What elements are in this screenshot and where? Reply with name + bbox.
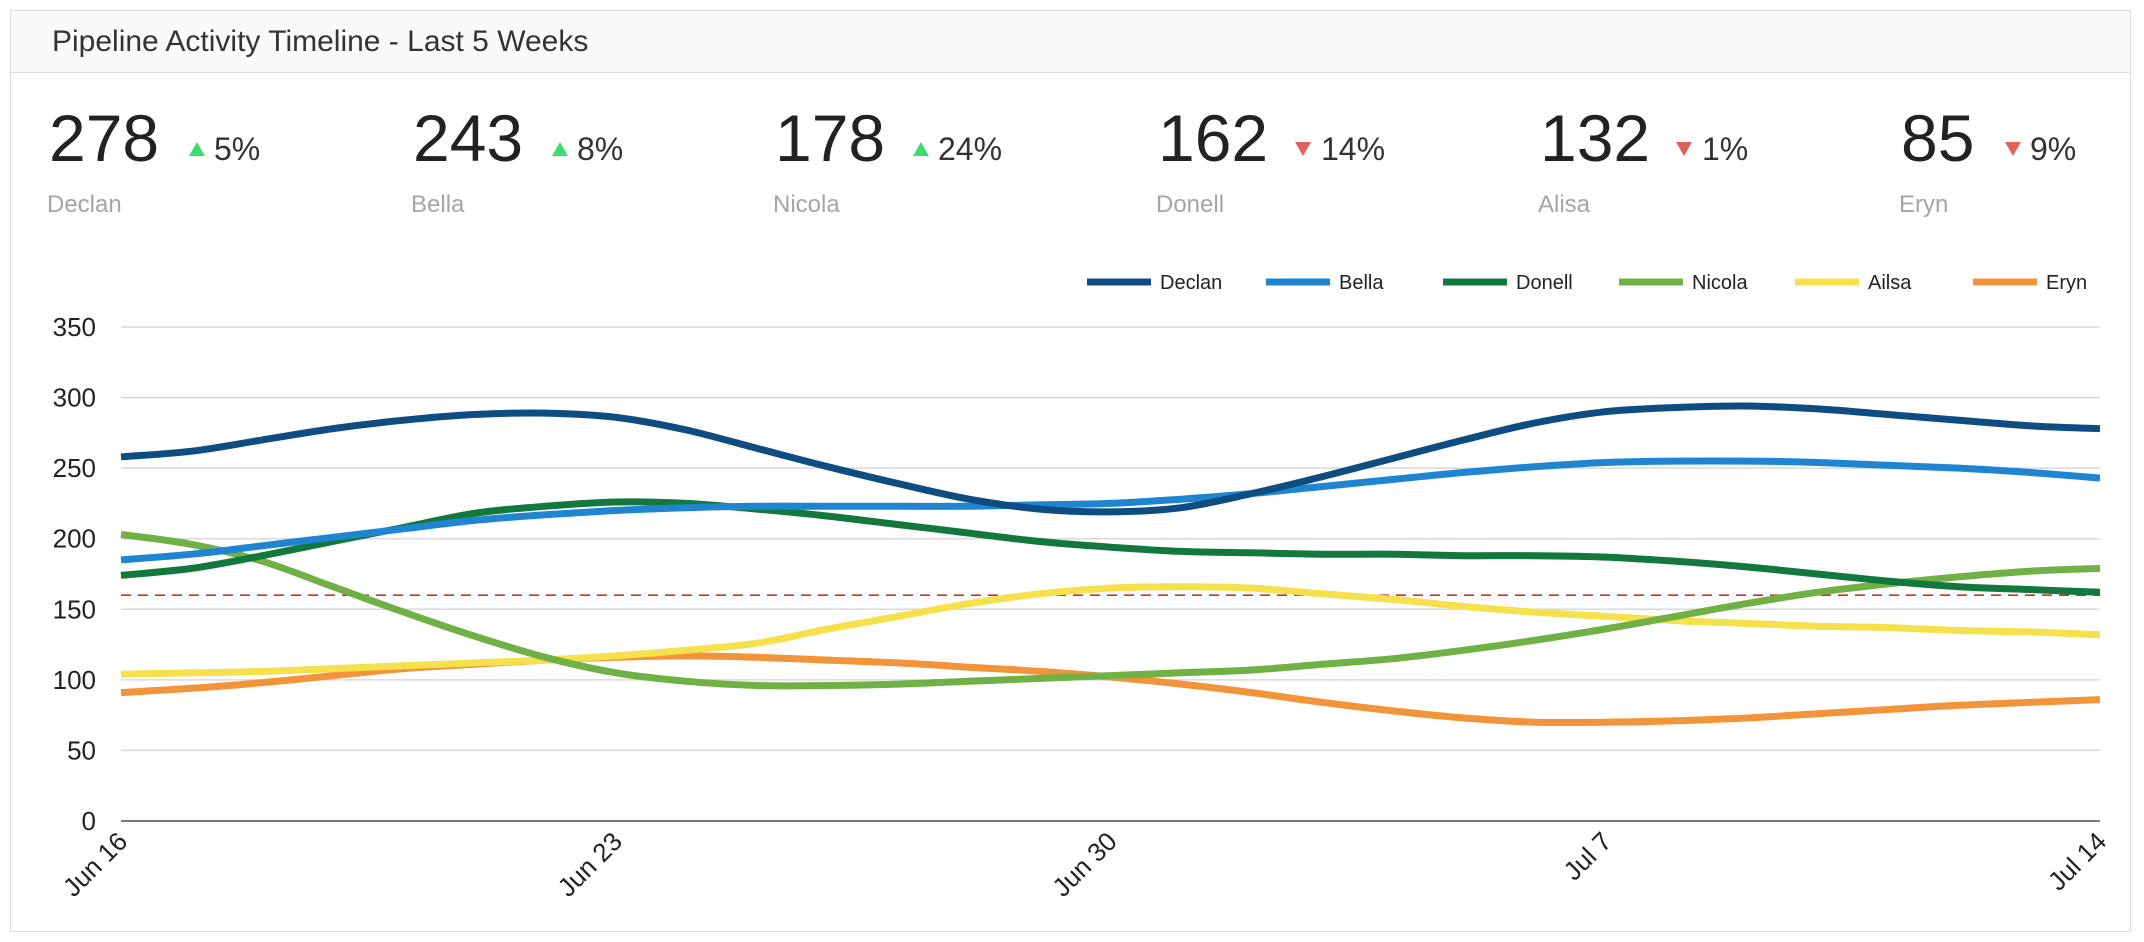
kpi-change: 5% xyxy=(214,131,261,167)
kpi-value: 132 xyxy=(1540,101,1651,175)
y-tick-label: 0 xyxy=(82,806,96,836)
kpi-change: 14% xyxy=(1321,131,1386,167)
x-tick-label: Jul 14 xyxy=(2042,826,2112,896)
series-line-ailsa xyxy=(120,583,2101,678)
kpi-value: 162 xyxy=(1158,101,1269,175)
y-tick-label: 100 xyxy=(53,665,96,695)
kpi-name: Eryn xyxy=(1899,191,1949,218)
series-line-declan xyxy=(120,402,2101,516)
kpi-value: 85 xyxy=(1901,101,1975,175)
trend-arrow-icon xyxy=(913,142,929,156)
y-tick-label: 50 xyxy=(67,735,96,765)
y-tick-label: 350 xyxy=(53,312,96,342)
trend-arrow-icon xyxy=(2005,142,2021,156)
legend-label: Eryn xyxy=(2046,272,2087,294)
kpi-name: Alisa xyxy=(1538,191,1591,218)
kpi-name: Bella xyxy=(411,191,465,218)
kpi-change: 8% xyxy=(577,131,624,167)
y-tick-label: 150 xyxy=(53,594,96,624)
legend-label: Ailsa xyxy=(1868,272,1912,294)
panel-title: Pipeline Activity Timeline - Last 5 Week… xyxy=(52,25,589,58)
y-tick-label: 200 xyxy=(53,524,96,554)
series-line-bella xyxy=(120,457,2101,564)
kpi-name: Donell xyxy=(1156,191,1225,218)
trend-arrow-icon xyxy=(552,142,568,156)
kpi-name: Declan xyxy=(47,191,122,218)
kpi-value: 178 xyxy=(775,101,886,175)
kpi-value: 278 xyxy=(49,101,160,175)
legend-label: Bella xyxy=(1339,272,1384,294)
chart-panel: Pipeline Activity Timeline - Last 5 Week… xyxy=(10,10,2131,932)
kpi-change: 24% xyxy=(938,131,1003,167)
kpi-value: 243 xyxy=(413,101,524,175)
series-line-donell xyxy=(120,498,2101,596)
trend-arrow-icon xyxy=(1676,142,1692,156)
legend-label: Donell xyxy=(1516,272,1573,294)
y-tick-label: 300 xyxy=(53,383,96,413)
kpi-name: Nicola xyxy=(773,191,840,218)
trend-arrow-icon xyxy=(189,142,205,156)
kpi-change: 1% xyxy=(1702,131,1749,167)
legend-label: Declan xyxy=(1160,272,1222,294)
legend-label: Nicola xyxy=(1692,272,1748,294)
x-tick-label: Jul 7 xyxy=(1557,826,1617,886)
trend-arrow-icon xyxy=(1295,142,1311,156)
x-tick-label: Jun 30 xyxy=(1046,826,1122,902)
y-tick-label: 250 xyxy=(53,453,96,483)
x-tick-label: Jun 16 xyxy=(57,826,133,902)
x-tick-label: Jun 23 xyxy=(552,826,628,902)
series-line-nicola xyxy=(120,531,2101,690)
kpi-change: 9% xyxy=(2030,131,2077,167)
panel-header: Pipeline Activity Timeline - Last 5 Week… xyxy=(11,11,2130,73)
